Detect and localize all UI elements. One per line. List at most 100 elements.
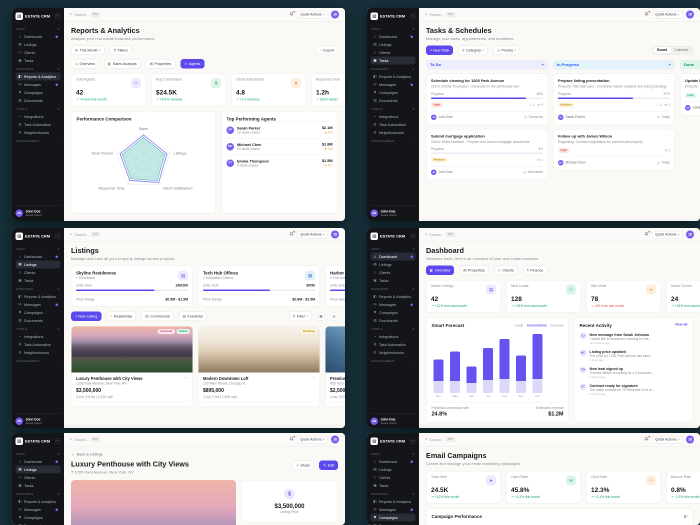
nav-section-label[interactable]: MANAGEMENT › bbox=[372, 360, 415, 363]
sidebar-collapse-button[interactable]: « bbox=[55, 13, 61, 19]
view-toggle-calendar[interactable]: Calendar bbox=[674, 48, 689, 53]
sidebar-item-messages[interactable]: ✉ Messages bbox=[16, 301, 61, 309]
task-card[interactable]: Follow up with James Wilson ⋯ Regarding: C… bbox=[553, 128, 675, 171]
sidebar-item-task-automation[interactable]: ⚙ Task Automation bbox=[371, 341, 416, 349]
nav-section-label[interactable]: MANAGEMENT › bbox=[17, 140, 60, 143]
quick-actions-button[interactable]: Quick Actions ▾ bbox=[651, 435, 683, 444]
task-card[interactable]: Prepare listing presentation ⋯ Property: 4… bbox=[553, 73, 675, 125]
sidebar-item-neighborhoods[interactable]: ⊚ Neighborhoods bbox=[16, 349, 61, 357]
tab-sales-analysis[interactable]: ◧ Sales Analysis bbox=[103, 59, 141, 69]
tab-agents[interactable]: ⚇ Agents bbox=[180, 59, 205, 69]
sidebar-collapse-button[interactable]: « bbox=[55, 438, 61, 444]
sidebar-item-integrations[interactable]: ⌁ Integrations bbox=[16, 333, 61, 341]
sidebar-item-task-automation[interactable]: ⚙ Task Automation bbox=[371, 121, 416, 129]
listing-card[interactable]: Featured Active Luxury Penthouse with City… bbox=[71, 326, 193, 407]
sidebar-item-integrations[interactable]: ⌁ Integrations bbox=[371, 333, 416, 341]
sidebar-item-campaigns[interactable]: ⚑ Campaigns bbox=[371, 309, 416, 317]
nav-section-label[interactable]: TOOLS ▾ bbox=[17, 328, 60, 331]
sidebar-item-integrations[interactable]: ⌁ Integrations bbox=[16, 113, 61, 121]
sidebar-item-messages[interactable]: ✉ Messages bbox=[371, 301, 416, 309]
sidebar-user[interactable]: JD John Doe Senior Agent bbox=[15, 413, 61, 425]
sidebar-item-clients[interactable]: ⚇ Clients bbox=[16, 49, 61, 57]
listing-card[interactable]: Pending Modern Downtown Loft ⋯ 120 Main Str… bbox=[198, 326, 320, 407]
listing-card[interactable]: FeaturedActivePremium Office Space⋯456 T… bbox=[325, 326, 345, 407]
sidebar-item-listings[interactable]: ▤ Listings bbox=[15, 465, 61, 474]
search-input[interactable]: ⌕ Search... ⌘K bbox=[425, 437, 641, 442]
sidebar-item-clients[interactable]: ⚇ Clients bbox=[371, 269, 416, 277]
project-card[interactable]: Harbor Industrial Park⌖ Port Area▧ Units … bbox=[325, 265, 345, 307]
sidebar-user[interactable]: JD John Doe Senior Agent bbox=[370, 413, 416, 425]
sidebar-item-tasks[interactable]: ▣ Tasks bbox=[371, 482, 416, 490]
sidebar-item-dashboard[interactable]: ⌂ Dashboard bbox=[371, 458, 416, 466]
sidebar-item-dashboard[interactable]: ⌂ Dashboard bbox=[370, 252, 416, 261]
button-commercial[interactable]: ▤ Commercial bbox=[141, 311, 174, 321]
nav-section-label[interactable]: MAIN ▾ bbox=[372, 248, 415, 251]
button-industrial[interactable]: ▧ Industrial bbox=[178, 311, 207, 321]
sidebar-collapse-button[interactable]: « bbox=[410, 233, 416, 239]
notifications-bell-icon[interactable] bbox=[289, 435, 296, 443]
nav-section-label[interactable]: TOOLS ▾ bbox=[372, 108, 415, 111]
sidebar-item-task-automation[interactable]: ⚙ Task Automation bbox=[16, 121, 61, 129]
sidebar-item-messages[interactable]: ✉ Messages bbox=[371, 506, 416, 514]
sidebar-item-documents[interactable]: ▥Documents bbox=[16, 522, 61, 525]
sidebar-item-tasks[interactable]: ▣ Tasks bbox=[370, 56, 416, 65]
sidebar-user[interactable]: JD John Doe Senior Agent bbox=[15, 205, 61, 217]
notifications-bell-icon[interactable] bbox=[644, 10, 651, 18]
share-button[interactable]: ⇗ Share bbox=[291, 460, 315, 470]
export-button[interactable]: ↓ Export bbox=[316, 45, 338, 55]
quick-actions-button[interactable]: Quick Actions ▾ bbox=[296, 10, 328, 19]
sidebar-item-documents[interactable]: ▥Documents bbox=[371, 317, 416, 325]
sidebar-item-tasks[interactable]: ▣ Tasks bbox=[16, 57, 61, 65]
legend-item-leads[interactable]: Leads bbox=[514, 323, 524, 328]
sidebar-item-dashboard[interactable]: ⌂ Dashboard bbox=[16, 253, 61, 261]
sidebar-item-reports-analytics[interactable]: ◧ Reports & Analytics bbox=[16, 293, 61, 301]
search-input[interactable]: ⌕ Search... ⌘K bbox=[70, 12, 286, 17]
tab-clients[interactable]: ⚇ Clients bbox=[493, 265, 518, 275]
sidebar-item-listings[interactable]: ▤ Listings bbox=[371, 41, 416, 49]
sidebar-item-integrations[interactable]: ⌁ Integrations bbox=[371, 113, 416, 121]
quick-actions-button[interactable]: Quick Actions ▾ bbox=[296, 435, 328, 444]
legend-item-conversions[interactable]: Conversions bbox=[526, 323, 547, 328]
list-view-button[interactable]: ☰ bbox=[330, 312, 338, 321]
project-card[interactable]: Skyline Residences ⌖ Downtown ▤ Units Sold 1… bbox=[71, 265, 193, 307]
sidebar-item-reports-analytics[interactable]: ◧ Reports & Analytics bbox=[371, 498, 416, 506]
nav-section-label[interactable]: BUSINESS ▾ bbox=[372, 288, 415, 291]
nav-section-label[interactable]: MANAGEMENT › bbox=[372, 140, 415, 143]
sidebar-item-campaigns[interactable]: ⚑ Campaigns bbox=[370, 513, 416, 522]
legend-item-revenue[interactable]: Revenue bbox=[550, 323, 564, 328]
sidebar-item-listings[interactable]: ▤ Listings bbox=[16, 41, 61, 49]
edit-button[interactable]: ✎ Edit bbox=[319, 460, 338, 470]
ellipsis-icon[interactable]: ⋯ bbox=[311, 376, 316, 381]
sidebar-item-campaigns[interactable]: ⚑ Campaigns bbox=[16, 89, 61, 97]
sidebar-item-messages[interactable]: ✉ Messages bbox=[16, 506, 61, 514]
sidebar-collapse-button[interactable]: « bbox=[410, 438, 416, 444]
new-task-button[interactable]: + New Task bbox=[426, 45, 454, 55]
sidebar-item-dashboard[interactable]: ⌂ Dashboard bbox=[16, 458, 61, 466]
ellipsis-icon[interactable]: ⋯ bbox=[666, 133, 671, 138]
sidebar-item-neighborhoods[interactable]: ⊚ Neighborhoods bbox=[371, 349, 416, 357]
view-toggle-board[interactable]: Board bbox=[653, 47, 671, 54]
sidebar-item-task-automation[interactable]: ⚙ Task Automation bbox=[16, 341, 61, 349]
tab-properties[interactable]: ▤ Properties bbox=[459, 265, 489, 275]
sidebar-item-campaigns[interactable]: ⚑ Campaigns bbox=[16, 309, 61, 317]
button-category[interactable]: ∇ Category ▾ bbox=[458, 45, 488, 55]
sidebar-item-tasks[interactable]: ▣ Tasks bbox=[16, 482, 61, 490]
sidebar-item-listings[interactable]: ▤ Listings bbox=[371, 466, 416, 474]
sidebar-item-reports-analytics[interactable]: ◧ Reports & Analytics bbox=[371, 293, 416, 301]
sidebar-item-reports-analytics[interactable]: ◧ Reports & Analytics bbox=[371, 73, 416, 81]
quick-actions-button[interactable]: Quick Actions ▾ bbox=[651, 10, 683, 19]
task-card[interactable]: Submit mortgage application ⋯ Client: Oliv… bbox=[426, 128, 548, 181]
back-to-listings-link[interactable]: ← Back to Listings bbox=[71, 452, 338, 457]
tab-properties[interactable]: ▤ Properties bbox=[145, 59, 176, 69]
sidebar-item-campaigns[interactable]: ⚑ Campaigns bbox=[16, 514, 61, 522]
nav-section-label[interactable]: MAIN ▾ bbox=[17, 453, 60, 456]
sidebar-collapse-button[interactable]: « bbox=[55, 233, 61, 239]
task-card[interactable]: Schedule viewing for 1205 Park Avenue ⋯ Cl… bbox=[426, 73, 548, 125]
search-input[interactable]: ⌕ Search... ⌘K bbox=[425, 12, 641, 17]
sidebar-item-clients[interactable]: ⚇ Clients bbox=[371, 49, 416, 57]
add-task-icon[interactable]: + bbox=[541, 62, 544, 68]
nav-section-label[interactable]: MAIN ▾ bbox=[17, 28, 60, 31]
nav-section-label[interactable]: MANAGEMENT › bbox=[17, 360, 60, 363]
tab-overview[interactable]: ◧ Overview bbox=[426, 265, 455, 275]
project-card[interactable]: Tech Hub Offices ⌖ Innovation District ▦ Un… bbox=[198, 265, 320, 307]
